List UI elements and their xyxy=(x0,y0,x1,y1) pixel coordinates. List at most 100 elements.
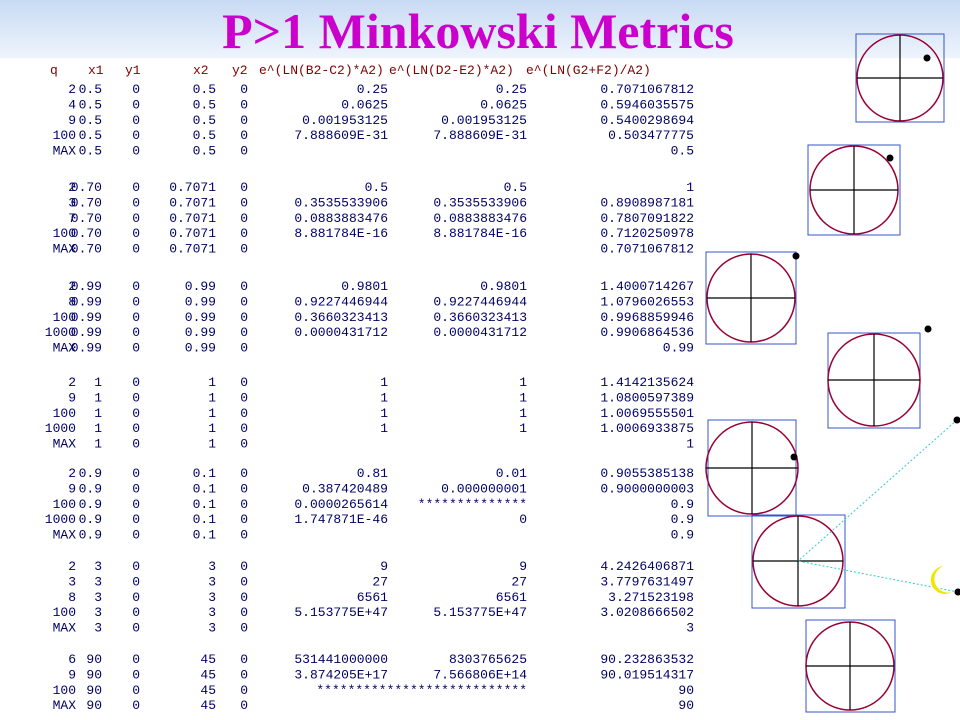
table-cell: 6561 xyxy=(496,590,527,605)
table-cell: 0 xyxy=(132,437,140,452)
table-cell: 0 xyxy=(240,310,248,325)
table-cell: 0.9227446944 xyxy=(433,294,527,309)
table-cell: 100 xyxy=(53,497,76,512)
table-cell: 100 xyxy=(53,128,76,143)
table-cell: 0 xyxy=(240,466,248,481)
column-header: e^(LN(G2+F2)/A2) xyxy=(526,63,651,78)
table-cell: MAX xyxy=(53,144,77,159)
table-cell: 9 xyxy=(68,390,76,405)
table-cell: 2 xyxy=(68,466,76,481)
table-cell: 0 xyxy=(132,195,140,210)
table-cell: 0.503477775 xyxy=(608,128,694,143)
table-cell: 0 xyxy=(240,128,248,143)
table-cell: 0 xyxy=(132,279,140,294)
table-cell: 0.5 xyxy=(193,82,216,97)
table-cell: 1 xyxy=(94,390,102,405)
table-cell: 0.9 xyxy=(671,512,694,527)
table-cell: 1 xyxy=(380,406,388,421)
table-cell: 0.99 xyxy=(71,294,102,309)
table-cell: 9 xyxy=(68,113,76,128)
table-cell: 8303765625 xyxy=(449,652,527,667)
table-cell: 3 xyxy=(208,590,216,605)
table-cell: 0 xyxy=(240,683,248,698)
table-cell: 0.9 xyxy=(671,528,694,543)
table-cell: 0 xyxy=(240,590,248,605)
table-cell: 0.70 xyxy=(71,211,102,226)
table-cell: 0 xyxy=(240,667,248,682)
table-cell: 0 xyxy=(132,82,140,97)
table-cell: 0.7071 xyxy=(169,211,216,226)
table-cell: 0 xyxy=(132,512,140,527)
column-header: x1 xyxy=(88,63,104,78)
table-cell: 0.0625 xyxy=(480,97,527,112)
table-cell: 1.747871E-46 xyxy=(294,512,388,527)
column-header: x2 xyxy=(193,63,209,78)
table-cell: 0.99 xyxy=(71,279,102,294)
table-cell: 3.874205E+17 xyxy=(294,667,388,682)
table-cell: 90 xyxy=(86,698,102,713)
table-cell: 0 xyxy=(240,180,248,195)
table-cell: 0.387420489 xyxy=(302,481,388,496)
table-cell: 3 xyxy=(94,621,102,636)
table-cell: 9 xyxy=(380,559,388,574)
table-cell: 8 xyxy=(68,294,76,309)
table-cell: MAX xyxy=(53,341,77,356)
table-cell: 1.0069555501 xyxy=(600,406,694,421)
header-bar xyxy=(0,0,960,58)
table-cell: 1000 xyxy=(45,421,76,436)
table-cell: 0 xyxy=(240,512,248,527)
table-cell: 1 xyxy=(519,406,527,421)
table-cell: 1 xyxy=(94,406,102,421)
table-cell: 0.99 xyxy=(71,310,102,325)
table-cell: 0 xyxy=(132,574,140,589)
table-cell: 0 xyxy=(240,211,248,226)
table-cell: 0.9 xyxy=(79,512,102,527)
table-cell: 45 xyxy=(200,667,216,682)
table-cell: 3 xyxy=(686,621,694,636)
table-cell: 5.153775E+47 xyxy=(294,605,388,620)
table-cell: 1 xyxy=(94,375,102,390)
table-cell: 0.8908987181 xyxy=(600,195,694,210)
table-cell: 0 xyxy=(132,683,140,698)
table-cell: 0.99 xyxy=(185,341,216,356)
table-cell: 0.5 xyxy=(193,113,216,128)
table-cell: 9 xyxy=(68,667,76,682)
table-cell: 4 xyxy=(68,97,76,112)
table-cell: 1000 xyxy=(45,325,76,340)
table-cell: 0 xyxy=(240,97,248,112)
table-cell: MAX xyxy=(53,621,77,636)
table-cell: 0.0625 xyxy=(341,97,388,112)
table-cell: 0.9 xyxy=(79,466,102,481)
table-cell: 0 xyxy=(132,528,140,543)
table-cell: 5.153775E+47 xyxy=(433,605,527,620)
table-cell: 0 xyxy=(132,128,140,143)
table-cell: 0.5 xyxy=(504,180,527,195)
table-cell: 45 xyxy=(200,652,216,667)
table-cell: 0.7807091822 xyxy=(600,211,694,226)
table-cell: 0 xyxy=(240,481,248,496)
table-cell: 0.01 xyxy=(496,466,527,481)
table-cell: 45 xyxy=(200,698,216,713)
table-cell: 1 xyxy=(94,437,102,452)
table-cell: 8.881784E-16 xyxy=(294,226,388,241)
table-cell: 0.99 xyxy=(663,341,694,356)
table-cell: 0 xyxy=(240,528,248,543)
table-cell: 1 xyxy=(686,437,694,452)
column-header: e^(LN(B2-C2)*A2) xyxy=(259,63,384,78)
table-cell: 0.1 xyxy=(193,497,217,512)
table-cell: 100 xyxy=(53,226,76,241)
table-cell: 3 xyxy=(94,559,102,574)
table-cell: 0 xyxy=(132,144,140,159)
table-cell: 0.7071 xyxy=(169,180,216,195)
table-cell: 90 xyxy=(86,667,102,682)
table-cell: 0.5 xyxy=(79,144,102,159)
table-cell: 0.7071 xyxy=(169,195,216,210)
table-cell: 0.99 xyxy=(185,310,216,325)
table: q x1 y1 x2 y2 e^(LN(B2-C2)*A2) e^(LN(D2-E2)*A2… xyxy=(45,63,694,713)
table-cell: 1.4000714267 xyxy=(600,279,694,294)
table-cell: 90 xyxy=(86,683,102,698)
table-cell: 0.001953125 xyxy=(302,113,388,128)
table-cell: 1.4142135624 xyxy=(600,375,694,390)
table-cell: 1.0006933875 xyxy=(600,421,694,436)
